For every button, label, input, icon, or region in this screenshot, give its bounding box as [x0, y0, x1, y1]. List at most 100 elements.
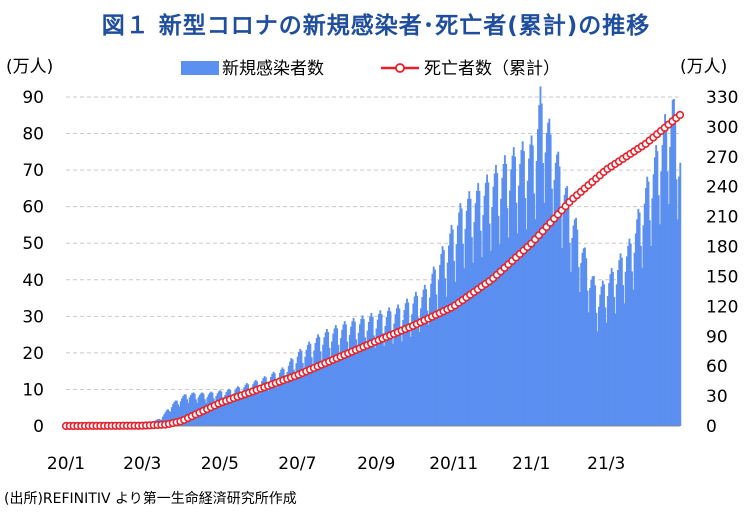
bar-new-cases	[627, 245, 630, 426]
bar-new-cases	[468, 191, 471, 426]
bar-new-cases	[500, 198, 502, 426]
bar-new-cases	[450, 224, 453, 426]
bar-new-cases	[646, 176, 649, 426]
bar-new-cases	[412, 303, 415, 426]
bar-new-cases	[437, 280, 440, 426]
bar-new-cases	[492, 186, 495, 426]
bar-new-cases	[170, 407, 173, 426]
bar-new-cases	[320, 361, 323, 426]
bar-new-cases	[489, 250, 492, 426]
bar-new-cases	[520, 150, 523, 426]
bar-new-cases	[523, 151, 525, 426]
bar-new-cases	[641, 267, 644, 426]
bar-new-cases	[250, 387, 253, 426]
bar-new-cases	[604, 307, 607, 426]
bar-new-cases	[587, 312, 590, 426]
y-left-tick-label: 50	[22, 234, 44, 254]
bar-new-cases	[625, 256, 628, 426]
bar-new-cases	[451, 229, 454, 426]
bar-new-cases	[233, 393, 236, 426]
bar-new-cases	[459, 203, 462, 426]
bar-new-cases	[503, 155, 506, 426]
bar-new-cases	[328, 347, 331, 426]
bar-new-cases	[337, 344, 340, 426]
bar-new-cases	[261, 380, 264, 426]
bar-new-cases	[292, 369, 295, 426]
bar-new-cases	[356, 351, 359, 426]
bar-new-cases	[556, 154, 558, 426]
bar-new-cases	[178, 406, 181, 426]
bar-new-cases	[637, 208, 640, 426]
bar-new-cases	[339, 338, 342, 426]
bar-new-cases	[535, 160, 538, 426]
bar-new-cases	[467, 198, 469, 426]
bar-new-cases	[458, 212, 461, 426]
bar-new-cases	[606, 296, 609, 426]
bar-new-cases	[416, 295, 419, 426]
bars	[123, 86, 682, 427]
bar-new-cases	[609, 274, 612, 426]
bar-new-cases	[425, 289, 427, 426]
y-left-tick-label: 20	[22, 344, 44, 364]
bar-new-cases	[404, 303, 407, 426]
bar-new-cases	[271, 373, 274, 426]
bar-new-cases	[247, 384, 250, 426]
legend-label-new-cases: 新規感染者数	[222, 59, 324, 79]
bar-new-cases	[215, 396, 218, 426]
bar-new-cases	[376, 319, 379, 426]
bar-new-cases	[592, 275, 595, 426]
bar-new-cases	[231, 399, 234, 426]
bar-new-cases	[342, 324, 345, 426]
bar-new-cases	[327, 332, 330, 426]
bar-new-cases	[650, 245, 652, 426]
bar-new-cases	[289, 361, 291, 426]
bar-new-cases	[439, 264, 441, 426]
bar-new-cases	[303, 371, 305, 426]
bar-new-cases	[496, 173, 499, 426]
bar-new-cases	[322, 344, 325, 426]
bar-new-cases	[230, 396, 233, 426]
bar-new-cases	[634, 233, 637, 426]
bar-new-cases	[400, 341, 403, 426]
bar-new-cases	[183, 394, 186, 426]
bar-new-cases	[174, 400, 177, 426]
legend-swatch-new-cases	[181, 61, 219, 75]
bar-new-cases	[221, 397, 224, 426]
bar-new-cases	[488, 223, 491, 426]
bar-new-cases	[628, 238, 631, 426]
bar-new-cases	[347, 352, 350, 426]
bar-new-cases	[517, 185, 520, 426]
bar-new-cases	[524, 197, 527, 426]
bar-new-cases	[338, 355, 341, 426]
y-left-tick-label: 60	[22, 198, 44, 218]
bar-new-cases	[550, 188, 553, 426]
bar-new-cases	[610, 268, 613, 426]
x-tick-label: 20/3	[123, 454, 161, 474]
bar-new-cases	[234, 390, 237, 426]
x-tick-label: 20/9	[357, 454, 395, 474]
bar-new-cases	[507, 237, 510, 426]
bar-new-cases	[220, 391, 223, 426]
bar-new-cases	[169, 411, 172, 426]
bar-new-cases	[673, 98, 675, 426]
bar-new-cases	[444, 278, 447, 426]
bar-new-cases	[563, 194, 566, 426]
bar-new-cases	[392, 343, 394, 426]
bar-new-cases	[266, 385, 269, 426]
bar-new-cases	[341, 329, 344, 426]
bar-new-cases	[590, 279, 593, 426]
bar-new-cases	[515, 202, 518, 426]
bar-new-cases	[576, 229, 579, 426]
bar-new-cases	[675, 179, 678, 426]
bar-new-cases	[453, 260, 455, 426]
bar-new-cases	[542, 162, 544, 427]
bar-new-cases	[605, 322, 608, 426]
bar-new-cases	[509, 190, 511, 426]
bar-new-cases	[636, 219, 639, 426]
bar-new-cases	[521, 141, 524, 426]
bar-new-cases	[622, 285, 625, 426]
bar-new-cases	[205, 403, 208, 426]
bar-new-cases	[645, 188, 647, 426]
x-tick-label: 20/7	[278, 454, 316, 474]
bar-new-cases	[431, 273, 434, 426]
